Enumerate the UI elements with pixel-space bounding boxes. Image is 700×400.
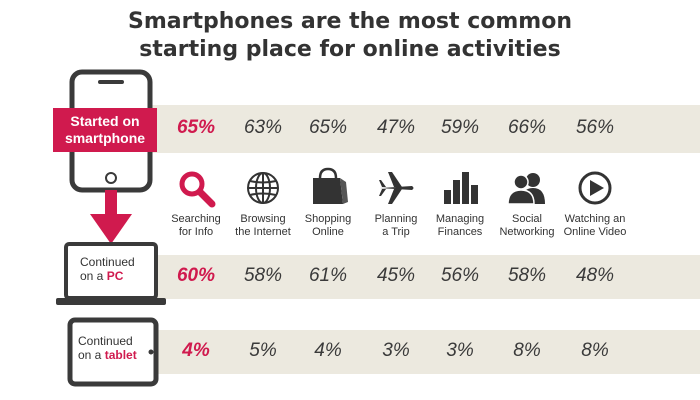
category-label-line: Online Video <box>563 226 627 238</box>
value-cell: 47% <box>376 117 416 138</box>
value-cell: 60% <box>176 265 216 286</box>
category-label-line: Networking <box>499 226 555 238</box>
value-cell: 45% <box>376 265 416 286</box>
category-label: Managing Finances <box>420 213 500 239</box>
value-cell: 5% <box>249 340 277 361</box>
category-label: Browsing the Internet <box>223 213 303 239</box>
value-cell: 3% <box>446 340 474 361</box>
people-icon <box>507 173 545 205</box>
badge-line-1: Started on <box>70 113 140 129</box>
value-cell: 4% <box>182 340 210 361</box>
down-arrow-icon <box>90 190 132 244</box>
category-label: Social Networking <box>487 213 567 239</box>
value-cell: 59% <box>440 117 480 138</box>
chart-title: Smartphones are the most common starting… <box>0 8 700 64</box>
value-cell: 58% <box>507 265 547 286</box>
category-label-line: Managing <box>435 213 485 225</box>
pc-label-line-1: Continued <box>80 255 135 269</box>
tablet-label: Continued on a tablet <box>78 334 137 362</box>
laptop-icon <box>56 242 166 305</box>
category-label-line: Finances <box>437 226 483 238</box>
value-cell: 65% <box>176 117 216 138</box>
tablet-row-band <box>150 330 700 374</box>
pc-row-band <box>150 255 700 299</box>
globe-icon <box>247 172 279 204</box>
pc-label: Continued on a PC <box>80 255 135 283</box>
value-cell: 3% <box>382 340 410 361</box>
shopping-bag-icon <box>313 167 348 204</box>
play-icon <box>578 171 612 205</box>
tablet-label-accent: tablet <box>104 348 137 362</box>
bar-chart-icon <box>444 172 478 204</box>
smartphone-row-band <box>150 105 700 153</box>
value-cell: 56% <box>440 265 480 286</box>
started-on-smartphone-badge: Started on smartphone <box>53 108 157 152</box>
category-label-line: Searching <box>171 213 221 225</box>
category-label-line: Shopping <box>304 213 352 225</box>
value-cell: 4% <box>314 340 342 361</box>
pc-label-prefix: on a <box>80 269 107 283</box>
tablet-label-line-1: Continued <box>78 334 133 348</box>
search-icon <box>179 171 216 208</box>
category-label: Searching for Info <box>156 213 236 239</box>
value-cell: 61% <box>308 265 348 286</box>
value-cell: 63% <box>243 117 283 138</box>
category-label: Shopping Online <box>288 213 368 239</box>
category-label-line: the Internet <box>235 226 291 238</box>
value-cell: 65% <box>308 117 348 138</box>
pc-label-accent: PC <box>106 269 124 283</box>
value-cell: 58% <box>243 265 283 286</box>
category-label: Planning a Trip <box>356 213 436 239</box>
value-cell: 48% <box>575 265 615 286</box>
value-cell: 56% <box>575 117 615 138</box>
category-label-line: a Trip <box>382 226 410 238</box>
value-cell: 8% <box>581 340 609 361</box>
tablet-label-prefix: on a <box>78 348 105 362</box>
category-label-line: for Info <box>178 226 214 238</box>
category-label-line: Watching an <box>564 213 626 225</box>
title-line-1: Smartphones are the most common <box>128 9 572 34</box>
category-label-line: Planning <box>374 213 418 225</box>
airplane-icon <box>379 172 414 204</box>
title-line-2: starting place for online activities <box>139 37 561 62</box>
category-label-line: Social <box>512 213 542 225</box>
badge-line-2: smartphone <box>64 130 146 146</box>
value-cell: 8% <box>513 340 541 361</box>
tablet-icon <box>67 317 159 387</box>
category-label-line: Browsing <box>240 213 286 225</box>
category-label-line: Online <box>312 226 344 238</box>
category-label: Watching an Online Video <box>555 213 635 239</box>
value-cell: 66% <box>507 117 547 138</box>
